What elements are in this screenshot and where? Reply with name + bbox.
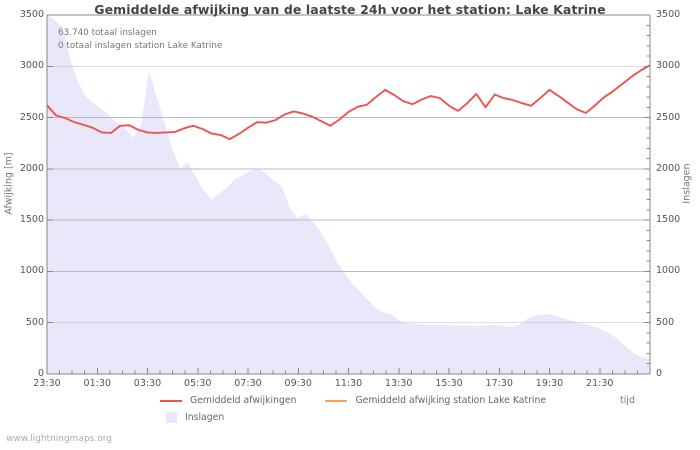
legend-row-area: Inslagen	[160, 412, 250, 426]
legend-label-deviation: Gemiddeld afwijkingen	[190, 395, 297, 407]
y-axis-left-tick-label: 3000	[19, 60, 44, 72]
y-axis-right-tick-label: 1500	[656, 214, 681, 226]
x-axis-tick-label: 03:30	[133, 378, 162, 389]
y-axis-right-tick-label: 2000	[656, 162, 681, 174]
annotation-station-strikes: 0 totaal inslagen station Lake Katrine	[58, 41, 223, 51]
legend-row-lines: Gemiddeld afwijkingen Gemiddeld afwijkin…	[160, 394, 572, 406]
y-axis-right-title: Inslagen	[681, 163, 693, 204]
y-axis-right-tick-label: 500	[656, 316, 675, 328]
annotation-total-strikes: 63.740 totaal inslagen	[58, 28, 157, 38]
y-axis-left-tick-label: 0	[37, 368, 44, 379]
x-axis-tick-label: 09:30	[284, 378, 312, 389]
x-axis-tick-label: 21:30	[586, 378, 614, 389]
legend-item-strikes: Inslagen	[160, 412, 224, 423]
y-axis-left-title: Afwijking [m]	[3, 152, 15, 215]
legend-item-station-deviation: Gemiddeld afwijking station Lake Katrine	[325, 395, 546, 406]
x-axis-tick-label: 13:30	[385, 378, 413, 389]
y-axis-right-tick-label: 1000	[656, 265, 681, 277]
legend-swatch-station-icon	[325, 399, 348, 402]
y-axis-right-tick-label: 3500	[656, 9, 681, 20]
y-axis-left-tick-label: 1000	[19, 265, 44, 277]
legend-item-deviation: Gemiddeld afwijkingen	[160, 395, 296, 406]
x-axis-title: tijd	[620, 395, 636, 406]
y-axis-right-tick-label: 3000	[656, 60, 681, 72]
x-axis-tick-label: 01:30	[83, 378, 111, 389]
x-axis-tick-label: 05:30	[184, 378, 212, 389]
legend-label-strikes: Inslagen	[185, 412, 225, 423]
y-axis-left-tick-label: 3500	[19, 9, 44, 20]
x-axis-tick-label: 07:30	[234, 378, 262, 389]
y-axis-right-tick-label: 2500	[656, 111, 681, 123]
x-axis-tick-label: 19:30	[535, 378, 564, 389]
x-axis-tick-label: 23:30	[33, 378, 61, 389]
legend-label-station-deviation: Gemiddeld afwijking station Lake Katrine	[355, 395, 547, 407]
y-axis-left-tick-label: 2000	[19, 162, 44, 174]
footer-watermark: www.lightningmaps.org	[6, 434, 112, 444]
x-axis-tick-label: 11:30	[334, 378, 363, 389]
y-axis-right-tick-label: 0	[656, 368, 663, 379]
y-axis-left-tick-label: 2500	[19, 111, 44, 123]
x-axis-tick-label: 15:30	[435, 378, 463, 389]
y-axis-left-tick-label: 1500	[19, 214, 44, 226]
legend-swatch-strikes-icon	[166, 412, 177, 423]
chart-title: Gemiddelde afwijking van de laatste 24h …	[94, 2, 606, 17]
x-axis-tick-label: 17:30	[485, 378, 513, 389]
legend-swatch-deviation-icon	[160, 399, 182, 402]
y-axis-left-tick-label: 500	[25, 316, 44, 328]
